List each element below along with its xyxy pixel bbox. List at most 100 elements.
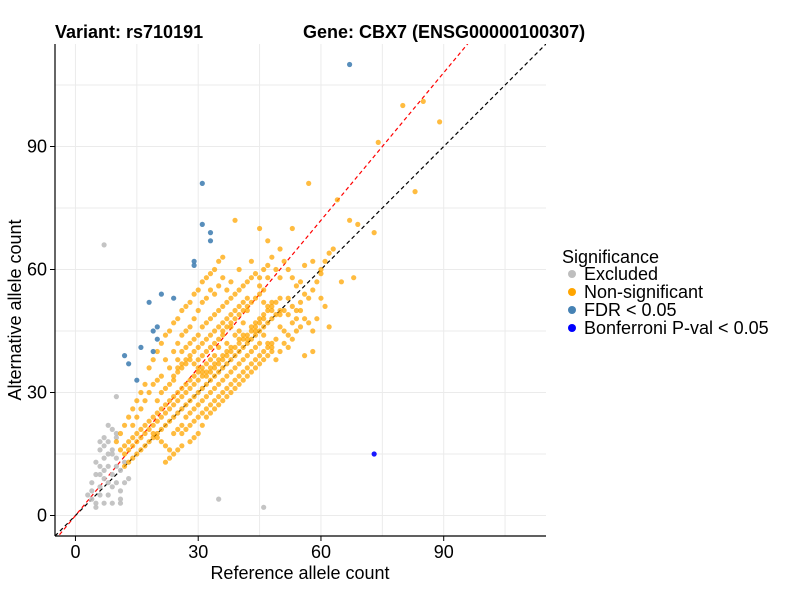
- data-point: [121, 353, 128, 359]
- data-point: [183, 389, 189, 396]
- data-point: [146, 439, 152, 445]
- data-point: [232, 365, 238, 371]
- data-point: [199, 340, 205, 346]
- data-point: [154, 348, 160, 355]
- legend-key: [568, 324, 576, 332]
- data-point: [220, 398, 226, 404]
- data-point: [301, 353, 308, 359]
- data-point: [203, 361, 209, 367]
- data-point: [199, 422, 205, 428]
- data-point: [183, 357, 189, 363]
- data-point: [207, 238, 214, 244]
- data-point: [240, 377, 246, 383]
- data-point: [101, 476, 107, 482]
- legend: Significance ExcludedNon-significantFDR …: [562, 247, 769, 338]
- data-point: [289, 225, 295, 232]
- reference-lines: [55, 44, 546, 536]
- data-point: [142, 398, 148, 404]
- data-point: [281, 258, 287, 264]
- y-tick-label: 0: [37, 506, 47, 526]
- data-point: [310, 287, 316, 293]
- data-point: [211, 291, 218, 297]
- data-point: [117, 447, 124, 453]
- data-point: [126, 439, 132, 445]
- data-point: [187, 377, 193, 383]
- data-point: [195, 307, 201, 314]
- data-point: [252, 295, 259, 301]
- data-point: [248, 275, 254, 281]
- data-point: [138, 344, 144, 350]
- legend-key: [568, 270, 576, 278]
- data-point: [154, 336, 160, 342]
- data-point: [211, 266, 218, 273]
- data-point: [277, 246, 283, 252]
- data-point: [117, 488, 124, 494]
- data-point: [195, 430, 201, 437]
- data-point: [261, 299, 267, 305]
- data-point: [195, 414, 201, 420]
- data-point: [150, 422, 156, 428]
- data-point: [277, 324, 283, 330]
- data-point: [224, 385, 230, 391]
- data-point: [166, 381, 173, 387]
- data-point: [232, 385, 238, 391]
- data-point: [318, 271, 324, 277]
- data-point: [175, 316, 181, 322]
- data-point: [191, 316, 197, 322]
- data-point: [281, 340, 287, 346]
- data-point: [93, 500, 99, 506]
- data-point: [113, 435, 119, 441]
- data-point: [162, 459, 169, 465]
- data-point: [289, 320, 295, 326]
- data-point: [142, 381, 148, 387]
- data-point: [187, 398, 193, 404]
- data-point: [175, 357, 181, 363]
- data-point: [199, 410, 205, 416]
- data-point: [142, 430, 148, 437]
- data-point: [277, 307, 283, 314]
- data-point: [306, 320, 312, 326]
- data-point: [154, 377, 160, 383]
- data-point: [150, 357, 156, 363]
- data-point: [326, 250, 332, 256]
- data-point: [187, 340, 193, 346]
- data-point: [187, 422, 193, 428]
- data-point: [150, 381, 156, 387]
- data-point: [334, 197, 340, 203]
- data-point: [244, 332, 250, 338]
- data-point: [220, 320, 226, 326]
- data-point: [347, 217, 353, 223]
- data-point: [195, 287, 201, 293]
- data-point: [244, 307, 250, 314]
- data-point: [89, 496, 95, 502]
- data-point: [220, 377, 226, 383]
- data-point: [261, 287, 267, 293]
- data-point: [412, 189, 418, 195]
- data-point: [207, 230, 214, 236]
- data-point: [228, 324, 234, 330]
- data-point: [236, 328, 242, 334]
- data-point: [93, 471, 99, 478]
- data-point: [207, 377, 214, 383]
- data-point: [207, 287, 214, 293]
- data-point: [261, 266, 267, 273]
- data-point: [121, 480, 128, 486]
- data-point: [195, 365, 201, 371]
- data-point: [207, 316, 214, 322]
- data-point: [158, 414, 164, 420]
- data-point: [273, 357, 279, 363]
- data-point: [211, 373, 218, 379]
- data-point: [265, 307, 271, 314]
- x-tick-label: 90: [434, 542, 454, 562]
- data-point: [277, 348, 283, 355]
- data-point: [134, 430, 140, 437]
- data-point: [256, 320, 263, 326]
- data-point: [158, 291, 164, 297]
- legend-label: FDR < 0.05: [584, 300, 677, 320]
- data-point: [216, 324, 222, 330]
- data-point: [236, 373, 242, 379]
- data-point: [199, 369, 205, 375]
- data-point: [146, 426, 152, 432]
- data-point: [248, 348, 254, 355]
- data-point: [134, 451, 140, 457]
